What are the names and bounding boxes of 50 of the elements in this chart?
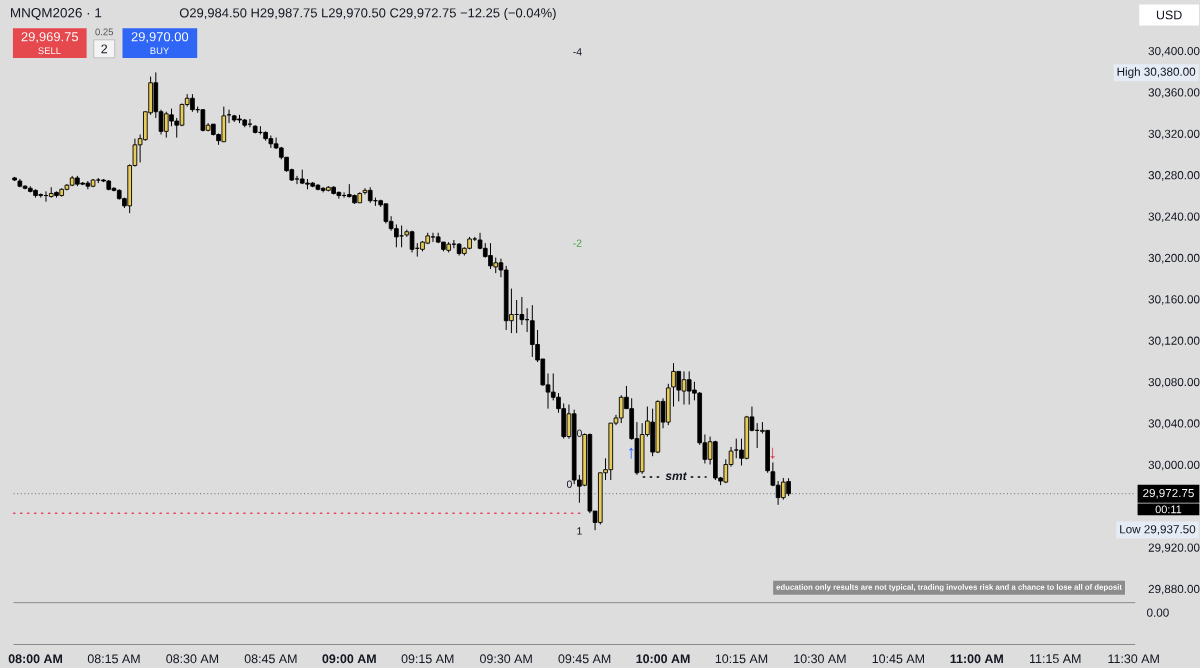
- y-tick-label: 30,200.00: [1148, 253, 1200, 264]
- x-tick-label: 08:45 AM: [244, 654, 297, 663]
- x-tick-label: 11:30 AM: [1108, 654, 1159, 663]
- annotation: smt: [665, 472, 688, 480]
- text: 0.00: [1147, 608, 1169, 617]
- x-tick-label: 09:15 AM: [401, 654, 454, 663]
- x-tick-label: 09:00 AM: [322, 654, 376, 663]
- y-tick-label: 29,880.00: [1148, 584, 1200, 595]
- x-tick-label: 08:15 AM: [87, 654, 140, 663]
- y-tick-label: 30,320.00: [1148, 129, 1200, 140]
- y-tick-label: 30,000.00: [1148, 460, 1200, 471]
- annotation: High 30,380.00: [1117, 67, 1196, 78]
- y-tick-label: 30,400.00: [1148, 46, 1200, 57]
- x-tick-label: 09:30 AM: [480, 654, 532, 663]
- annotation: ↑: [628, 447, 634, 459]
- y-tick-label: 30,240.00: [1148, 212, 1200, 222]
- x-tick-label: 08:30 AM: [166, 654, 219, 663]
- x-tick-label: 09:45 AM: [558, 654, 611, 663]
- x-tick-label: 08:00 AM: [8, 654, 63, 663]
- ref-line-label: 29,972.75: [1143, 488, 1194, 499]
- x-tick-label: 11:00 AM: [950, 654, 1003, 663]
- text: 00:11: [1155, 505, 1182, 514]
- y-tick-label: 30,360.00: [1148, 88, 1200, 98]
- annotation: 2: [101, 44, 108, 53]
- text: MNQM2026 · 1: [11, 7, 102, 20]
- annotation: Low 29,937.50: [1120, 524, 1196, 535]
- x-tick-label: 11:15 AM: [1030, 654, 1081, 663]
- x-tick-label: 10:30 AM: [794, 654, 846, 663]
- y-tick-label: 30,040.00: [1148, 419, 1200, 429]
- x-tick-label: 10:45 AM: [872, 654, 924, 663]
- annotation: 0: [566, 480, 572, 488]
- x-tick-label: 10:15 AM: [715, 654, 768, 663]
- annotation: 0.25: [95, 28, 114, 36]
- annotation: 0: [576, 429, 582, 437]
- annotation: SELL: [38, 47, 61, 54]
- annotation: ↓: [770, 447, 775, 459]
- x-tick-label: 10:00 AM: [636, 654, 690, 663]
- annotation: -4: [573, 47, 582, 56]
- annotation: 29,969.75: [21, 31, 79, 43]
- y-tick-label: 29,920.00: [1148, 543, 1200, 553]
- text: O29,984.50 H29,987.75 L29,970.50 C29,972.75 −12.25 (−0.04%): [179, 7, 556, 20]
- annotation: BUY: [150, 47, 170, 54]
- annotation: 29,970.00: [131, 31, 189, 43]
- y-tick-label: 30,080.00: [1148, 377, 1200, 388]
- annotation: 1: [577, 527, 582, 535]
- annotation: -2: [573, 239, 582, 247]
- y-tick-label: 30,160.00: [1148, 294, 1200, 305]
- y-tick-label: 30,120.00: [1148, 336, 1200, 346]
- y-tick-label: 30,280.00: [1148, 170, 1200, 181]
- text: USD: [1156, 10, 1182, 20]
